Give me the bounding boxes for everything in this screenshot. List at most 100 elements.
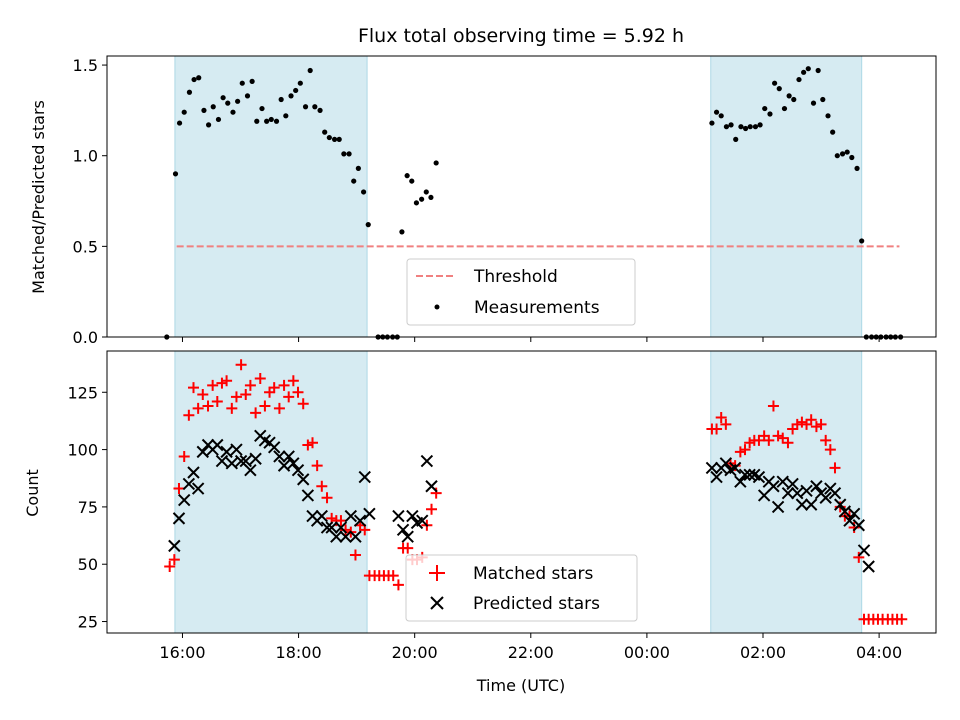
predicted-star-marker [249,452,262,465]
matched-star-marker [254,373,266,385]
predicted-star-marker [349,530,362,543]
predicted-star-marker [325,521,338,534]
predicted-star-marker [301,489,315,502]
matched-star-marker [321,492,333,504]
matched-star-marker [426,503,438,515]
predicted-star-marker [196,445,209,459]
measurement-point [409,178,415,184]
y-tick-label: 0.5 [73,237,98,256]
predicted-star-marker [781,486,795,500]
top-x-ticks [181,337,880,342]
measurement-point [723,124,730,130]
measurement-point [849,154,855,161]
measurement-point [713,109,720,115]
predicted-star-marker [857,544,871,557]
matched-star-marker [226,402,238,414]
matched-star-marker [430,487,442,499]
measurement-point [191,76,197,83]
measurement-point [728,122,734,128]
predicted-star-marker [244,464,257,477]
matched-star-marker [307,437,319,449]
matched-star-marker [197,389,209,401]
predicted-star-marker [728,461,742,475]
measurement-point [786,93,792,99]
measurement-point [747,124,753,130]
predicted-star-marker [852,519,865,532]
measurement-point [791,96,797,103]
measurement-point [859,238,865,244]
measurement-point [220,95,226,101]
measurement-point [196,75,202,81]
predicted-star-marker [315,509,329,523]
predicted-star-marker [862,560,875,573]
matched-star-marker [192,402,204,414]
measurement-point [413,200,420,206]
measurement-point [825,113,831,119]
predicted-star-marker [819,491,832,504]
measurement-point [355,165,361,171]
threshold-legend-label: Threshold [473,267,558,287]
measurement-point [423,189,429,195]
measurement-point [293,87,299,94]
matched-star-marker [178,450,190,462]
measurement-point [830,129,836,135]
x-tick-label: 16:00 [159,643,205,662]
matched-star-marker [273,402,285,414]
measurement-point [205,122,212,128]
predicted-star-marker [225,457,239,470]
predicted-star-marker [771,500,785,514]
measurements-legend-swatch [434,304,440,310]
measurement-point [419,196,425,202]
measurement-point [738,124,744,130]
predicted-star-marker [230,443,243,456]
y-tick-label: 50 [78,555,98,574]
matched-star-marker [259,400,271,412]
measurement-point [297,80,303,86]
matched-star-marker [387,570,399,582]
top-plot-frame [106,55,937,338]
y-tick-label: 100 [67,441,98,460]
x-tick-label: 18:00 [276,643,322,662]
measurement-point [331,136,338,142]
measurement-point [844,149,850,155]
matched-star-marker [896,613,908,625]
predicted-star-marker [401,530,414,543]
predicted-star-marker [363,507,376,520]
measurement-point [854,165,860,171]
measurement-point [796,76,802,83]
matched-star-marker [164,561,176,573]
predicted-star-marker [843,514,856,527]
matched-star-marker [250,407,262,419]
measurement-point [742,125,749,132]
predicted-star-marker [810,480,823,493]
matched-star-marker [211,395,223,407]
y-tick-label: 25 [78,613,98,632]
y-tick-label: 1.0 [73,147,98,166]
observing-window-0 [174,350,368,634]
measurement-point [433,160,439,166]
top-y-axis: 0.0 0.5 1.0 1.5 [73,56,107,347]
predicted-star-marker [828,486,842,500]
measurements-series [164,66,904,340]
measurement-point [230,109,236,115]
matched-star-marker [173,483,185,495]
predicted-star-marker [339,530,352,543]
matched-star-marker [715,411,727,423]
x-tick-label: 02:00 [740,643,786,662]
matched-star-marker [349,549,361,561]
measurement-point [302,104,309,110]
measurements-legend-label: Measurements [474,298,600,318]
x-tick-label: 20:00 [392,643,438,662]
predicted-star-marker [330,530,343,543]
measurement-point [805,66,811,72]
measurement-point [225,100,231,106]
bottom-legend: Matched stars Predicted stars [405,554,638,622]
matched-star-marker [815,418,827,430]
measurement-point [181,109,187,115]
measurement-point [428,194,434,201]
measurement-point [268,116,274,123]
bottom-x-axis: 16:00 18:00 20:00 22:00 00:00 02:00 04:00 [159,633,902,662]
measurement-point [346,151,352,157]
measurement-point [264,118,270,124]
x-axis-label: Time (UTC) [476,676,565,695]
